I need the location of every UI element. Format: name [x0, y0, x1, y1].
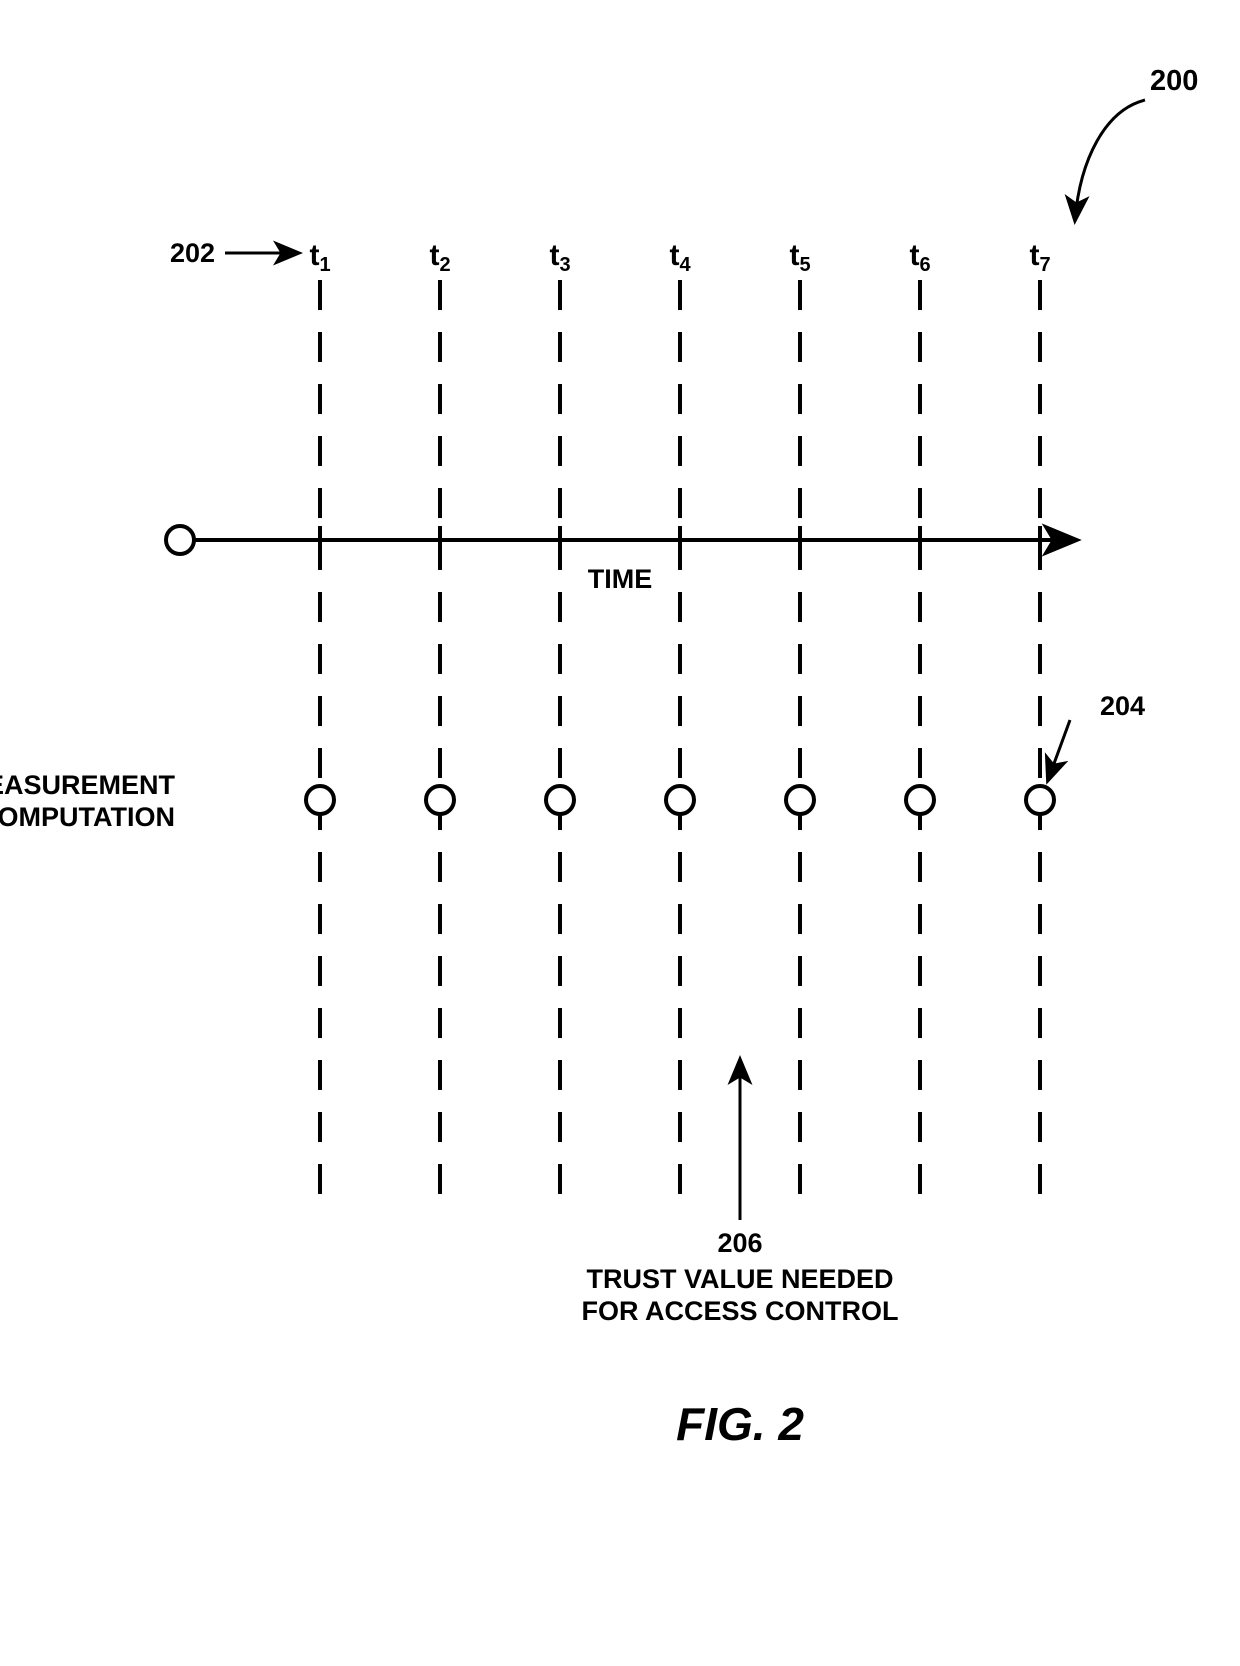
- trust-measurement-label-l2: AND COMPUTATION: [0, 802, 175, 832]
- measurement-node: [666, 786, 694, 814]
- ref-200-label: 200: [1150, 65, 1198, 97]
- measurement-node: [906, 786, 934, 814]
- tick-label: t4: [669, 239, 691, 276]
- tick-label: t7: [1029, 239, 1050, 276]
- tick-label: t6: [909, 239, 930, 276]
- start-node: [166, 526, 194, 554]
- tick-label-text: t3: [549, 239, 570, 276]
- trust-needed-label-l1: TRUST VALUE NEEDED: [586, 1264, 893, 1294]
- ref-202-label: 202: [170, 238, 215, 268]
- trust-needed-label-l2: FOR ACCESS CONTROL: [582, 1296, 899, 1326]
- tick-label-text: t7: [1029, 239, 1050, 276]
- trust-measurement-label-l1: TRUST MEASUREMENT: [0, 770, 176, 800]
- ref-206-label: 206: [717, 1228, 762, 1258]
- tick-label: t2: [429, 239, 450, 276]
- measurement-node: [546, 786, 574, 814]
- ref-204-leader: [1048, 720, 1070, 780]
- figure-caption: FIG. 2: [676, 1398, 804, 1450]
- ref-204-label: 204: [1100, 691, 1145, 721]
- tick-label: t3: [549, 239, 570, 276]
- time-axis-label: TIME: [588, 564, 653, 594]
- measurement-node: [786, 786, 814, 814]
- diagram-svg: TIME t1 t2 t3 t4 t5 t6 t7 TRUST MEASUREMENTAND C…: [0, 0, 1240, 1666]
- tick-label: t5: [789, 239, 810, 276]
- measurement-node: [1026, 786, 1054, 814]
- tick-label-text: t2: [429, 239, 450, 276]
- measurement-node: [306, 786, 334, 814]
- ref-200-leader: [1075, 100, 1145, 220]
- tick-label-text: t4: [669, 239, 691, 276]
- tick-label-text: t5: [789, 239, 810, 276]
- tick-label-text: t1: [309, 239, 330, 276]
- measurement-node: [426, 786, 454, 814]
- tick-label-text: t6: [909, 239, 930, 276]
- tick-label: t1: [309, 239, 330, 276]
